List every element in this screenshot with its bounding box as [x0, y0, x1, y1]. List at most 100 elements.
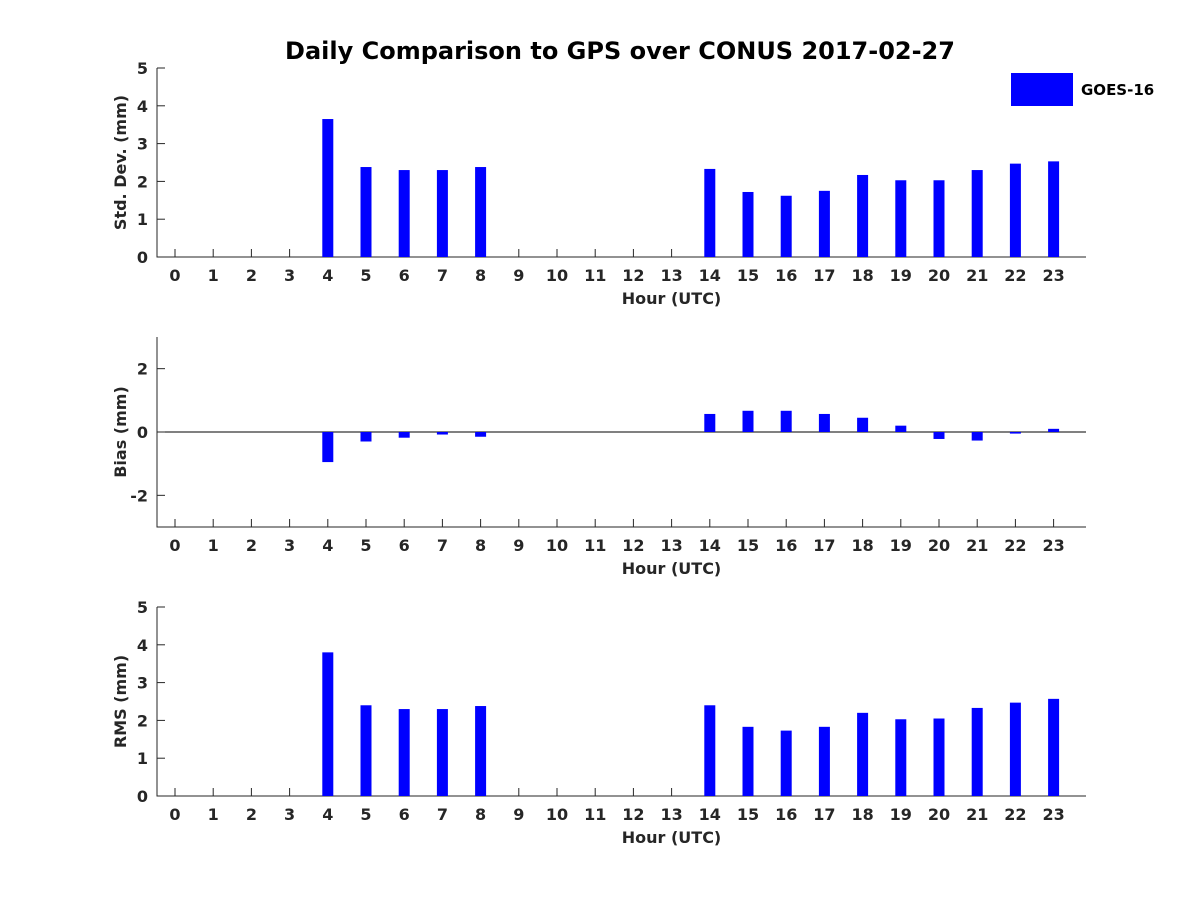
x-tick-label: 22 [1004, 536, 1026, 555]
x-tick-label: 15 [737, 805, 759, 824]
bar-hour-7 [436, 432, 448, 435]
bar-hour-8 [475, 432, 487, 437]
x-tick-label: 10 [546, 266, 568, 285]
x-tick-label: 11 [584, 536, 606, 555]
x-tick-label: 8 [475, 805, 486, 824]
x-tick-label: 6 [399, 805, 410, 824]
bar-hour-14 [704, 168, 716, 257]
y-tick-label: 5 [137, 598, 148, 617]
bar-hour-4 [322, 432, 334, 463]
x-tick-label: 11 [584, 805, 606, 824]
bar-hour-16 [780, 730, 792, 796]
bar-hour-20 [933, 180, 945, 257]
x-tick-label: 18 [851, 805, 873, 824]
bar-hour-5 [360, 705, 372, 796]
bar-hour-15 [742, 191, 754, 257]
y-tick-label: 5 [137, 59, 148, 78]
x-tick-label: 22 [1004, 266, 1026, 285]
x-tick-label: 7 [437, 805, 448, 824]
y-tick-label: 3 [137, 135, 148, 154]
x-tick-label: 15 [737, 266, 759, 285]
x-tick-label: 14 [699, 266, 721, 285]
x-tick-label: 3 [284, 536, 295, 555]
x-tick-label: 10 [546, 536, 568, 555]
x-tick-label: 18 [851, 266, 873, 285]
y-tick-label: 2 [137, 711, 148, 730]
x-tick-label: 22 [1004, 805, 1026, 824]
y-tick-label: 1 [137, 210, 148, 229]
y-tick-label: 0 [137, 423, 148, 442]
x-tick-label: 23 [1042, 536, 1064, 555]
x-tick-label: 16 [775, 266, 797, 285]
bar-hour-21 [971, 707, 983, 796]
y-axis-label: RMS (mm) [111, 655, 130, 748]
x-tick-label: 19 [890, 266, 912, 285]
y-tick-label: 0 [137, 248, 148, 267]
x-tick-label: 21 [966, 536, 988, 555]
y-tick-label: -2 [130, 486, 148, 505]
x-axis-label: Hour (UTC) [622, 289, 722, 308]
y-tick-label: 3 [137, 674, 148, 693]
bar-hour-16 [780, 195, 792, 257]
axes-frame [156, 607, 1086, 797]
bar-hour-23 [1048, 161, 1060, 257]
x-tick-label: 9 [513, 536, 524, 555]
x-axis-label: Hour (UTC) [622, 828, 722, 847]
x-tick-label: 15 [737, 536, 759, 555]
x-tick-label: 12 [622, 266, 644, 285]
bar-hour-8 [475, 167, 487, 257]
x-tick-label: 4 [322, 536, 333, 555]
bar-hour-16 [780, 410, 792, 432]
x-tick-label: 7 [437, 536, 448, 555]
x-tick-label: 2 [246, 536, 257, 555]
bar-hour-18 [857, 417, 869, 432]
bar-hour-6 [398, 709, 410, 796]
x-tick-label: 0 [169, 805, 180, 824]
bar-hour-18 [857, 712, 869, 796]
axes-frame [156, 68, 1086, 258]
x-tick-label: 10 [546, 805, 568, 824]
x-tick-label: 13 [660, 266, 682, 285]
y-tick-label: 2 [137, 172, 148, 191]
y-tick-label: 0 [137, 787, 148, 806]
x-tick-label: 12 [622, 536, 644, 555]
x-tick-label: 3 [284, 266, 295, 285]
x-tick-label: 6 [399, 536, 410, 555]
bar-hour-19 [895, 180, 907, 257]
bar-hour-7 [436, 709, 448, 796]
x-tick-label: 8 [475, 266, 486, 285]
bar-hour-21 [971, 432, 983, 441]
x-tick-label: 2 [246, 805, 257, 824]
bar-hour-14 [704, 413, 716, 432]
x-tick-label: 4 [322, 266, 333, 285]
bar-hour-22 [1009, 702, 1021, 796]
y-tick-label: 4 [137, 97, 148, 116]
x-tick-label: 16 [775, 536, 797, 555]
x-tick-label: 0 [169, 266, 180, 285]
x-tick-label: 23 [1042, 266, 1064, 285]
x-tick-label: 1 [208, 805, 219, 824]
x-axis-label: Hour (UTC) [622, 559, 722, 578]
bar-hour-8 [475, 706, 487, 796]
x-tick-label: 17 [813, 805, 835, 824]
legend-label: GOES-16 [1081, 81, 1154, 99]
x-tick-label: 4 [322, 805, 333, 824]
x-tick-label: 13 [660, 805, 682, 824]
x-tick-label: 0 [169, 536, 180, 555]
x-tick-label: 12 [622, 805, 644, 824]
bar-hour-4 [322, 119, 334, 257]
x-tick-label: 14 [699, 536, 721, 555]
bar-hour-5 [360, 432, 372, 442]
bar-hour-17 [818, 413, 830, 432]
y-tick-label: 1 [137, 749, 148, 768]
x-tick-label: 9 [513, 805, 524, 824]
x-tick-label: 14 [699, 805, 721, 824]
y-axis-label: Bias (mm) [111, 386, 130, 478]
bar-hour-22 [1009, 163, 1021, 257]
chart-title: Daily Comparison to GPS over CONUS 2017-… [285, 37, 955, 65]
